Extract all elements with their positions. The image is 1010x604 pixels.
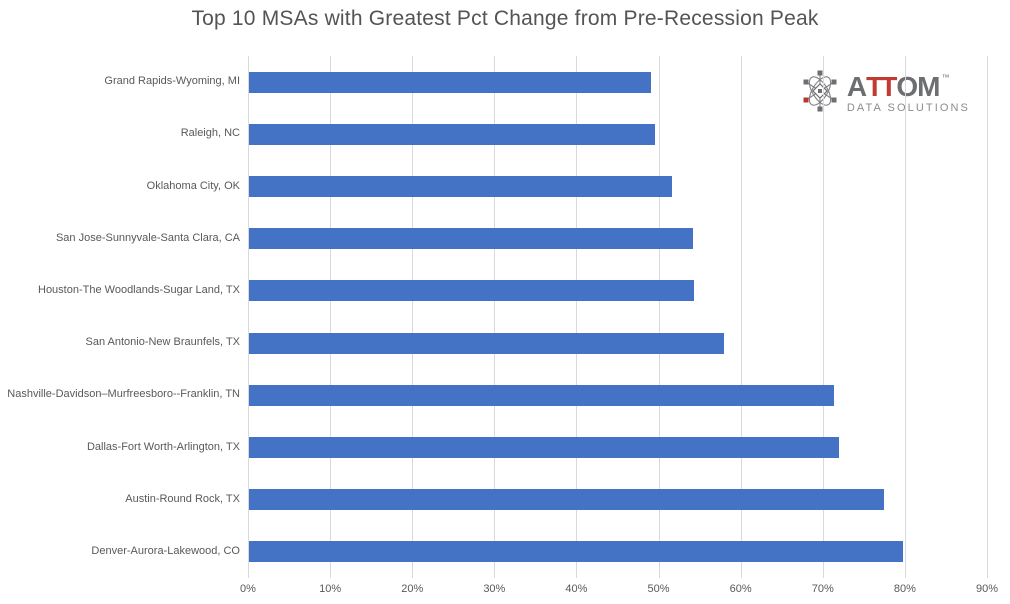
category-label: San Jose-Sunnyvale-Santa Clara, CA (55, 231, 240, 244)
attom-subtitle: DATA SOLUTIONS (846, 102, 970, 114)
gridline (822, 56, 824, 578)
category-label: San Antonio-New Braunfels, TX (85, 336, 241, 349)
category-labels: Grand Rapids-Wyoming, MI Raleigh, NC Oklah… (0, 56, 240, 578)
x-tick-label: 0% (240, 583, 256, 595)
attom-wordmark-om: OM (896, 71, 940, 102)
attom-wordmark: A TT OM ™ (847, 73, 970, 101)
attom-wordmark-tt: TT (866, 71, 897, 102)
x-tick-label: 30% (483, 583, 506, 595)
plot-area (248, 56, 988, 578)
x-tick-label: 10% (319, 583, 342, 595)
bar (249, 489, 884, 511)
x-axis: 0% 10% 20% 30% 40% 50% 60% 70% 80% 90% (240, 583, 998, 599)
gridline (494, 56, 496, 578)
gridline (412, 56, 414, 578)
gridline (330, 56, 332, 578)
category-label: Grand Rapids-Wyoming, MI (104, 75, 240, 88)
gridline (658, 56, 660, 578)
x-tick-label: 70% (811, 583, 834, 595)
attom-logo: A TT OM ™ DATA SOLUTIONS (800, 68, 970, 119)
category-label: Dallas-Fort Worth-Arlington, TX (86, 440, 240, 453)
category-label: Nashville-Davidson–Murfreesboro--Frankli… (7, 388, 240, 401)
bar (249, 332, 724, 354)
bar (249, 384, 834, 406)
gridline (576, 56, 578, 578)
bar (249, 176, 672, 197)
bar (249, 123, 655, 145)
bar (249, 437, 840, 458)
chart-title: Top 10 MSAs with Greatest Pct Change fro… (191, 7, 819, 30)
category-label: Raleigh, NC (180, 127, 240, 140)
x-tick-label: 40% (565, 583, 588, 595)
x-tick-label: 20% (401, 583, 424, 595)
bar (249, 71, 651, 93)
gridline (248, 56, 249, 578)
bar (249, 228, 694, 250)
gridline (740, 56, 742, 578)
category-label: Denver-Aurora-Lakewood, CO (91, 544, 240, 557)
category-label: Oklahoma City, OK (146, 179, 240, 192)
attom-logo-text: A TT OM ™ DATA SOLUTIONS (847, 73, 970, 114)
category-label: Houston-The Woodlands-Sugar Land, TX (38, 283, 240, 296)
category-label: Austin-Round Rock, TX (125, 492, 240, 505)
gridline (987, 56, 988, 578)
x-tick-label: 50% (647, 583, 670, 595)
attom-wordmark-a: A (846, 71, 867, 102)
gridline (904, 56, 906, 578)
x-tick-label: 90% (975, 583, 999, 595)
trademark-symbol: ™ (941, 73, 950, 82)
bar (249, 280, 695, 302)
bar (249, 541, 903, 563)
x-tick-label: 80% (893, 583, 916, 595)
x-tick-label: 60% (729, 583, 752, 595)
